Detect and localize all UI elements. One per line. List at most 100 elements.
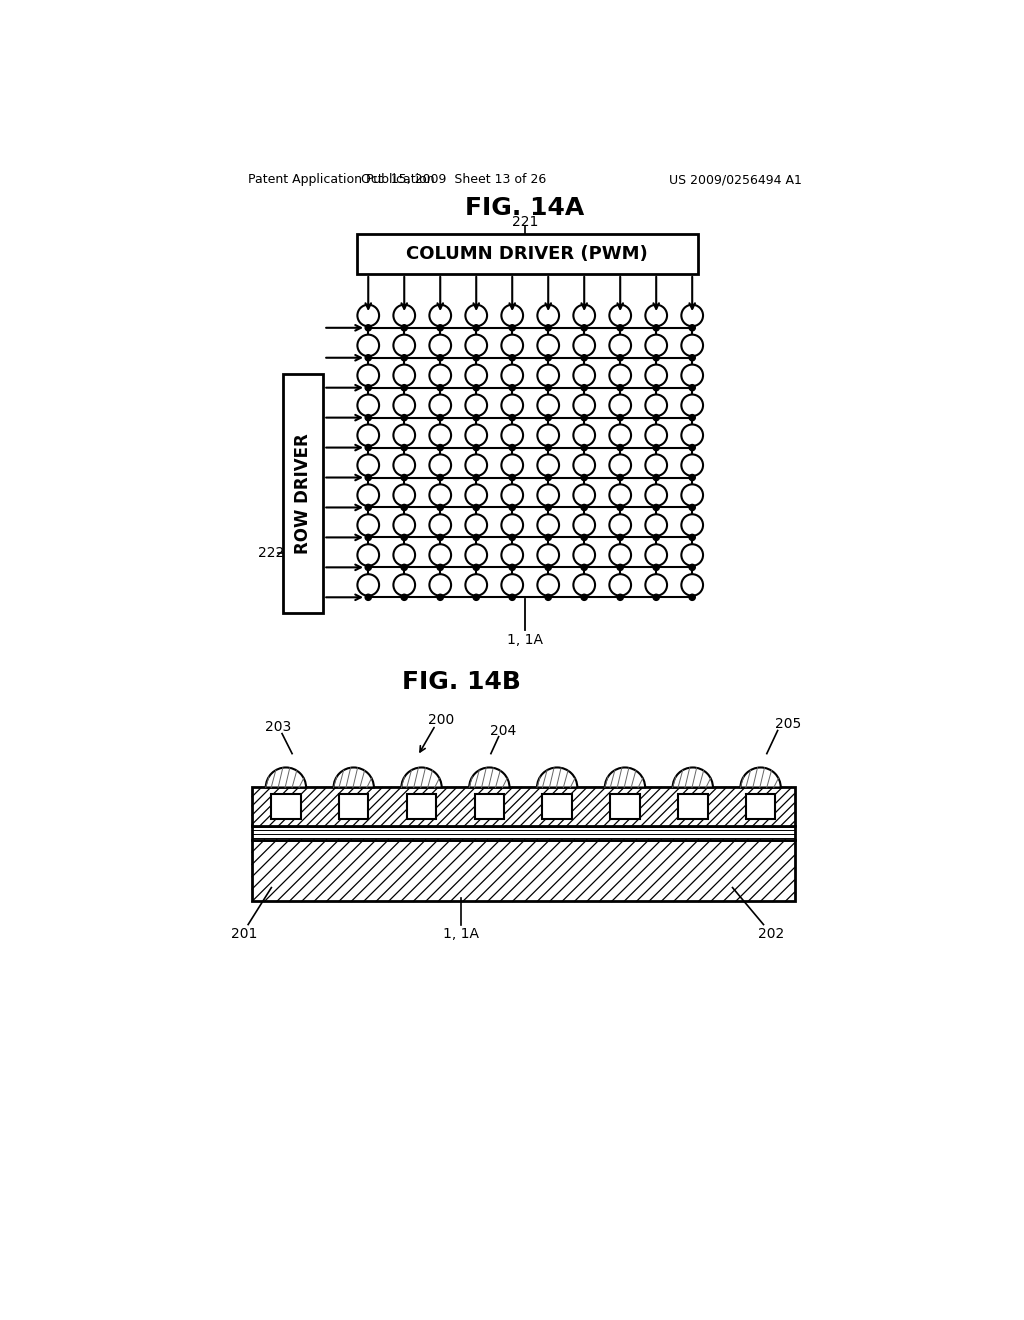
Circle shape <box>437 474 443 480</box>
Circle shape <box>393 574 415 595</box>
Text: 204: 204 <box>490 723 516 738</box>
Circle shape <box>366 594 372 601</box>
Circle shape <box>366 535 372 540</box>
Circle shape <box>538 305 559 326</box>
Circle shape <box>609 544 631 566</box>
Circle shape <box>401 594 408 601</box>
Circle shape <box>545 355 551 360</box>
Circle shape <box>653 564 659 570</box>
Bar <box>252 826 795 840</box>
Circle shape <box>573 574 595 595</box>
Wedge shape <box>740 767 780 788</box>
Circle shape <box>545 384 551 391</box>
Circle shape <box>366 474 372 480</box>
Circle shape <box>366 445 372 450</box>
Circle shape <box>545 564 551 570</box>
Circle shape <box>473 445 479 450</box>
Text: 205: 205 <box>774 717 801 731</box>
Circle shape <box>429 484 452 506</box>
Circle shape <box>401 445 408 450</box>
Text: 222: 222 <box>258 545 285 560</box>
Circle shape <box>653 504 659 511</box>
Circle shape <box>401 504 408 511</box>
Circle shape <box>502 364 523 387</box>
Wedge shape <box>605 767 645 788</box>
Circle shape <box>473 414 479 421</box>
Circle shape <box>429 364 452 387</box>
Circle shape <box>545 535 551 540</box>
Circle shape <box>465 395 487 416</box>
Circle shape <box>401 474 408 480</box>
Bar <box>474 795 504 818</box>
Text: 1, 1A: 1, 1A <box>443 927 479 941</box>
Circle shape <box>465 574 487 595</box>
Circle shape <box>393 305 415 326</box>
Circle shape <box>509 414 515 421</box>
Circle shape <box>681 335 703 356</box>
Circle shape <box>538 425 559 446</box>
Circle shape <box>509 564 515 570</box>
Circle shape <box>465 335 487 356</box>
Circle shape <box>357 425 379 446</box>
Circle shape <box>689 384 695 391</box>
Circle shape <box>653 535 659 540</box>
Circle shape <box>437 384 443 391</box>
Circle shape <box>429 305 452 326</box>
Wedge shape <box>334 767 374 788</box>
Circle shape <box>609 425 631 446</box>
Circle shape <box>581 384 588 391</box>
Bar <box>745 795 775 818</box>
Circle shape <box>429 335 452 356</box>
Circle shape <box>653 325 659 331</box>
Bar <box>252 840 795 902</box>
Circle shape <box>681 305 703 326</box>
Circle shape <box>473 594 479 601</box>
Wedge shape <box>401 767 441 788</box>
Circle shape <box>509 384 515 391</box>
Circle shape <box>393 395 415 416</box>
Circle shape <box>617 414 624 421</box>
Circle shape <box>357 544 379 566</box>
Circle shape <box>581 325 588 331</box>
Circle shape <box>689 414 695 421</box>
Circle shape <box>465 305 487 326</box>
Circle shape <box>573 484 595 506</box>
Circle shape <box>689 325 695 331</box>
Text: ROW DRIVER: ROW DRIVER <box>294 433 312 553</box>
Circle shape <box>473 355 479 360</box>
Circle shape <box>581 504 588 511</box>
Circle shape <box>581 474 588 480</box>
Circle shape <box>509 445 515 450</box>
Circle shape <box>429 574 452 595</box>
Circle shape <box>357 335 379 356</box>
Circle shape <box>357 395 379 416</box>
Circle shape <box>645 574 667 595</box>
Circle shape <box>401 384 408 391</box>
Circle shape <box>645 364 667 387</box>
Circle shape <box>609 484 631 506</box>
Circle shape <box>681 425 703 446</box>
Circle shape <box>653 355 659 360</box>
Circle shape <box>437 504 443 511</box>
Circle shape <box>473 564 479 570</box>
Circle shape <box>681 364 703 387</box>
Circle shape <box>502 454 523 477</box>
Circle shape <box>437 325 443 331</box>
Circle shape <box>437 535 443 540</box>
Circle shape <box>429 454 452 477</box>
Circle shape <box>573 515 595 536</box>
Circle shape <box>617 535 624 540</box>
Circle shape <box>366 384 372 391</box>
Circle shape <box>393 484 415 506</box>
Circle shape <box>366 355 372 360</box>
Circle shape <box>393 544 415 566</box>
Circle shape <box>429 515 452 536</box>
Circle shape <box>509 325 515 331</box>
Circle shape <box>465 425 487 446</box>
Circle shape <box>473 325 479 331</box>
Circle shape <box>545 445 551 450</box>
Circle shape <box>437 564 443 570</box>
Circle shape <box>401 414 408 421</box>
Text: FIG. 14A: FIG. 14A <box>465 197 585 220</box>
Circle shape <box>609 395 631 416</box>
